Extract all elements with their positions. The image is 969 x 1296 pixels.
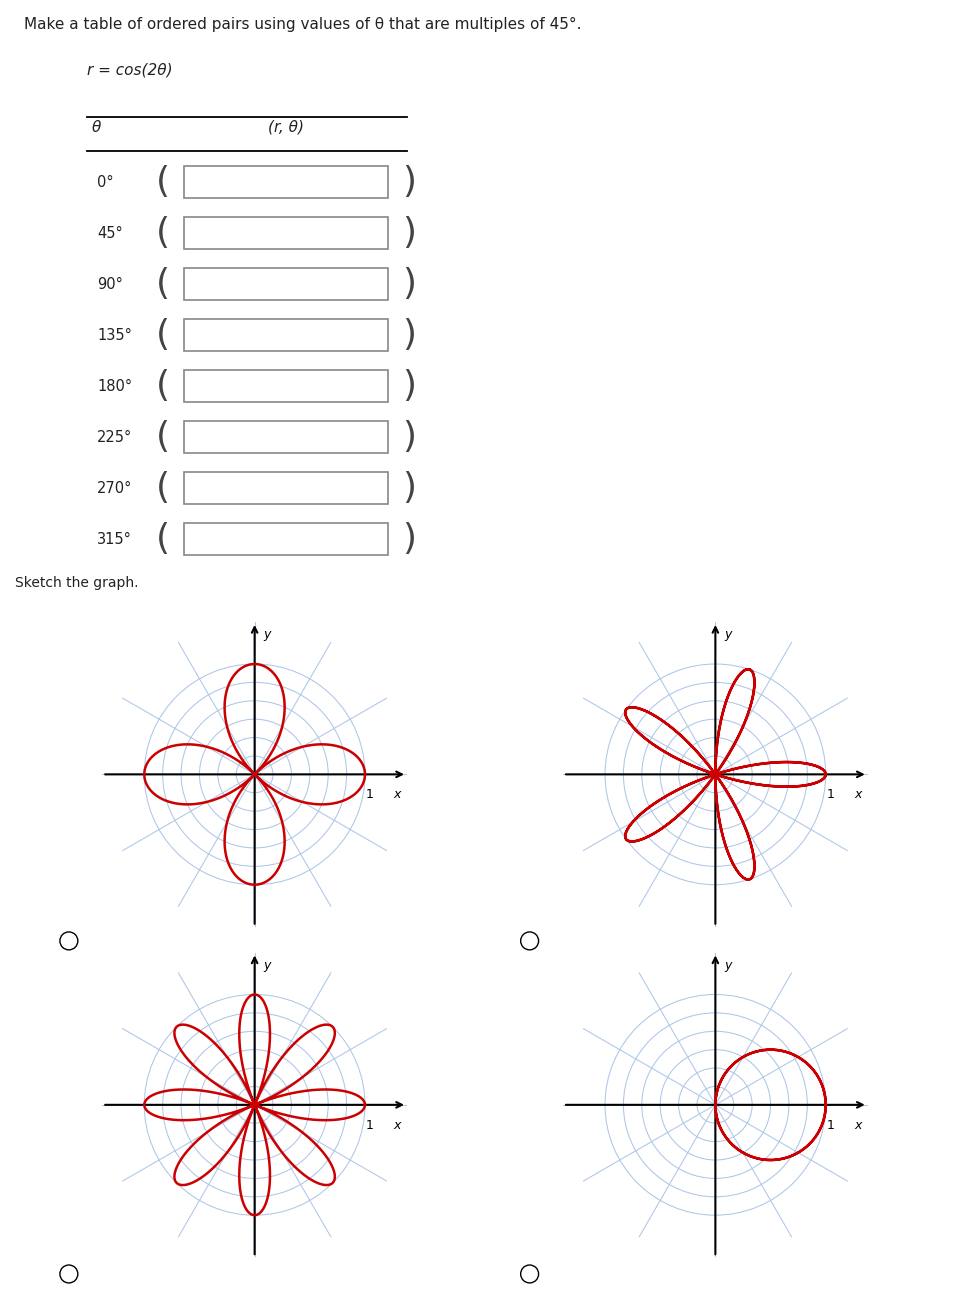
Text: 45°: 45°: [97, 226, 123, 241]
Text: (: (: [155, 216, 170, 250]
Text: 1: 1: [826, 1118, 834, 1131]
Text: r = cos(2θ): r = cos(2θ): [87, 62, 172, 78]
Text: 1: 1: [826, 788, 834, 801]
Bar: [184, 524, 388, 555]
Text: ): ): [402, 319, 416, 353]
Text: (: (: [155, 166, 170, 200]
Text: 0°: 0°: [97, 175, 113, 189]
Text: (: (: [155, 319, 170, 353]
Text: ): ): [402, 420, 416, 454]
Text: (: (: [155, 420, 170, 454]
Text: x: x: [854, 1118, 860, 1131]
Text: Make a table of ordered pairs using values of θ that are multiples of 45°.: Make a table of ordered pairs using valu…: [24, 17, 581, 32]
Bar: [184, 166, 388, 198]
Bar: [184, 472, 388, 504]
Text: ): ): [402, 166, 416, 200]
Text: 180°: 180°: [97, 378, 132, 394]
Text: y: y: [264, 629, 271, 642]
Text: (r, θ): (r, θ): [267, 119, 304, 135]
Text: x: x: [393, 788, 400, 801]
Text: Sketch the graph.: Sketch the graph.: [15, 577, 138, 590]
Text: y: y: [724, 629, 732, 642]
Bar: [184, 268, 388, 301]
Text: ): ): [402, 216, 416, 250]
Text: (: (: [155, 522, 170, 556]
Text: (: (: [155, 470, 170, 505]
Text: 90°: 90°: [97, 277, 123, 292]
Text: 1: 1: [365, 788, 374, 801]
Text: x: x: [393, 1118, 400, 1131]
Text: 225°: 225°: [97, 430, 132, 445]
Text: θ: θ: [92, 119, 102, 135]
Text: ): ): [402, 267, 416, 301]
Text: ): ): [402, 522, 416, 556]
Text: ): ): [402, 369, 416, 403]
Text: (: (: [155, 369, 170, 403]
Text: (: (: [155, 267, 170, 301]
Text: 135°: 135°: [97, 328, 132, 342]
Text: y: y: [264, 959, 271, 972]
Text: 315°: 315°: [97, 531, 132, 547]
Text: 270°: 270°: [97, 481, 132, 495]
Text: y: y: [724, 959, 732, 972]
Bar: [184, 421, 388, 452]
Text: 1: 1: [365, 1118, 374, 1131]
Text: ): ): [402, 470, 416, 505]
Bar: [184, 371, 388, 402]
Bar: [184, 218, 388, 249]
Text: x: x: [854, 788, 860, 801]
Bar: [184, 319, 388, 351]
